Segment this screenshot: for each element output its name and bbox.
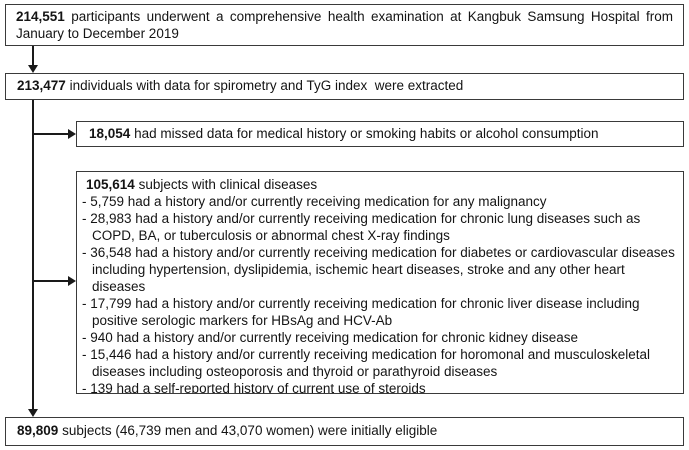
arrow-extracted-to-eligible-head (28, 409, 38, 417)
arrow-branch-missing-data-line (33, 133, 68, 135)
exclusion-item: - 17,799 had a history and/or currently … (82, 296, 640, 311)
box-participants: 214,551 participants underwent a compreh… (5, 4, 684, 46)
box-extracted: 213,477 individuals with data for spirom… (5, 73, 684, 100)
exclusion-item-continuation: diseases including osteoporosis and thyr… (92, 364, 498, 379)
participants-line1: 214,551 participants underwent a compreh… (16, 8, 673, 25)
box-eligible: 89,809 subjects (46,739 men and 43,070 w… (5, 417, 684, 446)
box-missing-data-exclusion: 18,054 had missed data for medical histo… (76, 121, 684, 147)
exclusion-item-continuation: diseases (92, 279, 146, 294)
arrow-participants-to-extracted-line (32, 46, 34, 65)
extracted-text: individuals with data for spirometry and… (69, 78, 464, 93)
clinical-diseases-count: 105,614 (86, 177, 135, 192)
missing-data-count: 18,054 (89, 126, 131, 141)
exclusion-item-continuation: positive serologic markers for HBsAg and… (92, 313, 393, 328)
arrow-branch-missing-data-head (68, 129, 76, 139)
participants-line2: January to December 2019 (16, 26, 179, 41)
arrow-branch-clinical-diseases-head (68, 276, 76, 286)
exclusion-item: - 139 had a self-reported history of cur… (82, 381, 426, 394)
arrow-participants-to-extracted-head (28, 65, 38, 73)
exclusion-item: - 28,983 had a history and/or currently … (82, 211, 641, 226)
box-clinical-diseases-exclusion: 105,614 subjects with clinical diseases … (76, 171, 684, 394)
extracted-count: 213,477 (17, 78, 66, 93)
exclusion-item-continuation: COPD, BA, or tuberculosis or abnormal ch… (92, 228, 450, 243)
exclusion-item: - 940 had a history and/or currently rec… (82, 330, 579, 345)
exclusion-item-continuation: including hypertension, dyslipidemia, is… (92, 262, 625, 277)
exclusion-item: - 36,548 had a history and/or currently … (82, 245, 675, 260)
participants-count: 214,551 (16, 9, 65, 24)
arrow-branch-clinical-diseases-line (33, 280, 68, 282)
exclusion-item: - 5,759 had a history and/or currently r… (82, 194, 547, 209)
missing-data-text: had missed data for medical history or s… (134, 126, 599, 141)
clinical-diseases-heading: 105,614 subjects with clinical diseases (77, 176, 679, 193)
arrow-extracted-to-eligible-line (32, 100, 34, 409)
exclusion-list: - 5,759 had a history and/or currently r… (77, 193, 679, 394)
exclusion-item: - 15,446 had a history and/or currently … (82, 347, 651, 362)
participants-line1-text: participants underwent a comprehensive h… (71, 9, 673, 24)
eligible-count: 89,809 (17, 423, 59, 438)
eligible-text: subjects (46,739 men and 43,070 women) w… (62, 423, 438, 438)
clinical-diseases-title: subjects with clinical diseases (138, 177, 318, 192)
